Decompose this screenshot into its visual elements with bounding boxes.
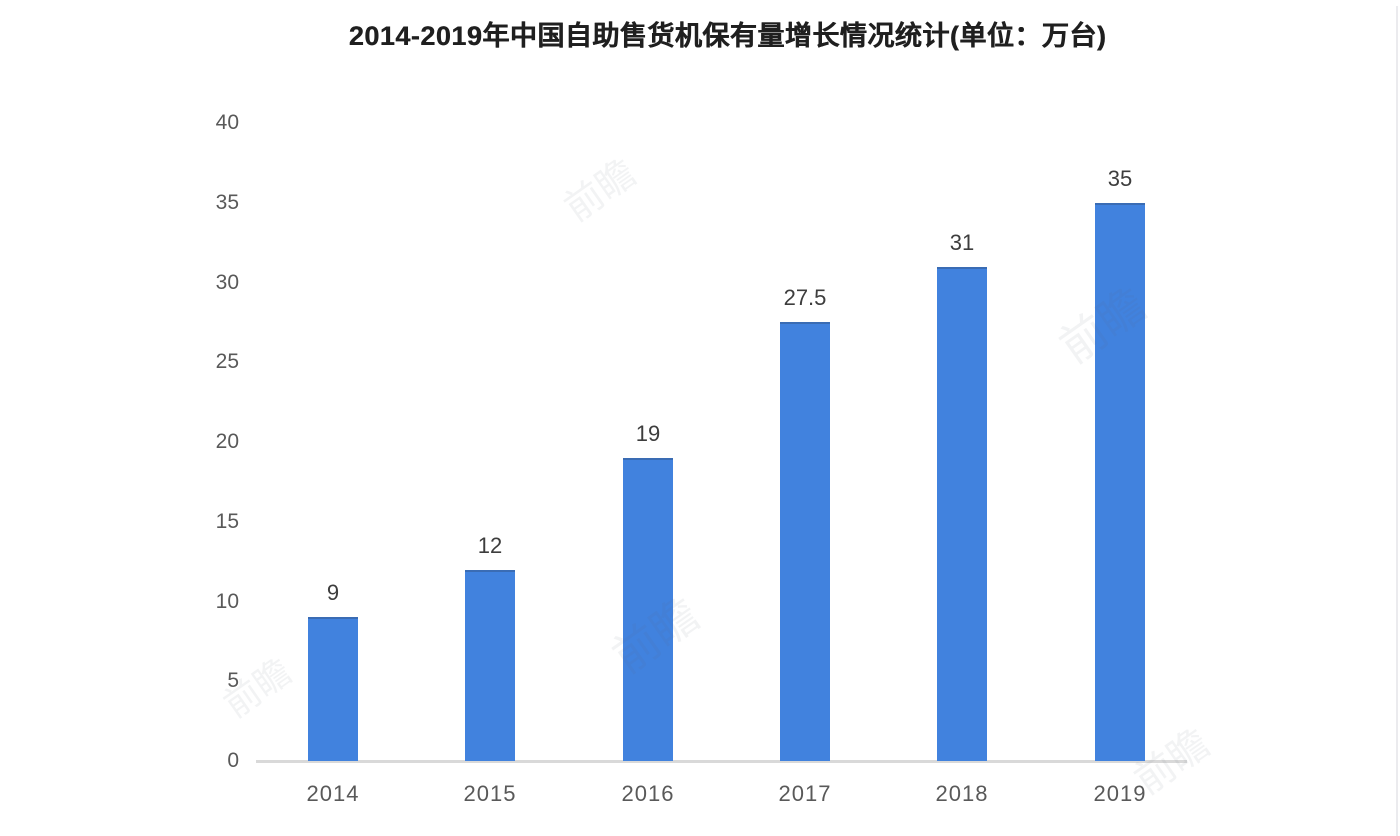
x-tick-label-2019: 2019 <box>1093 781 1147 806</box>
bar-2019 <box>1095 202 1145 761</box>
bar-2017 <box>780 322 830 761</box>
y-tick-label: 5 <box>227 669 239 693</box>
value-label-2018: 31 <box>949 229 975 255</box>
y-tick-label: 20 <box>215 430 239 453</box>
x-tick-label-2016: 2016 <box>621 781 675 806</box>
bar-2015 <box>465 569 515 761</box>
y-tick-label: 25 <box>215 350 239 374</box>
x-tick-label-2017: 2017 <box>778 781 832 806</box>
x-tick-label-2015: 2015 <box>463 781 517 806</box>
watermark-text: 前瞻 <box>557 152 644 231</box>
y-tick-label: 10 <box>215 589 239 613</box>
y-tick-label: 35 <box>215 190 239 214</box>
value-label-2019: 35 <box>1107 165 1133 191</box>
y-tick-label: 40 <box>215 111 239 134</box>
x-tick-label-2014: 2014 <box>306 781 360 806</box>
bar-2018 <box>937 266 987 761</box>
y-tick-label: 15 <box>215 509 239 533</box>
right-edge-divider <box>1396 6 1398 836</box>
value-label-2017: 27.5 <box>783 285 827 311</box>
value-label-2015: 12 <box>477 532 503 558</box>
bar-2016 <box>623 457 673 761</box>
bar-2014 <box>308 617 358 761</box>
y-tick-label: 30 <box>215 270 239 294</box>
value-label-2016: 19 <box>635 420 661 446</box>
y-tick-label: 0 <box>227 749 239 772</box>
value-label-2014: 9 <box>326 580 340 606</box>
x-tick-label-2018: 2018 <box>935 781 989 806</box>
chart-title: 2014-2019年中国自助售货机保有量增长情况统计(单位：万台) <box>348 21 1107 51</box>
x-axis-line <box>256 760 1187 763</box>
